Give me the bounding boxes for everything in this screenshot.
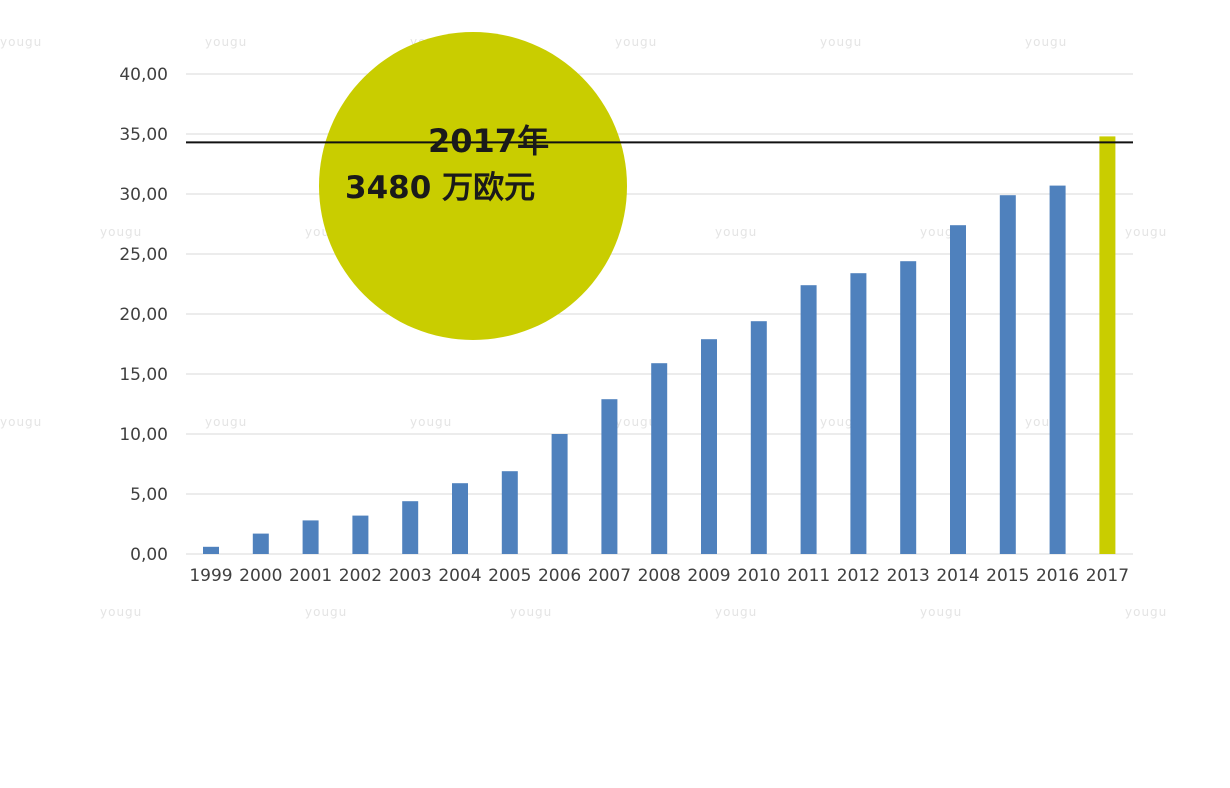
y-tick-label: 25,00: [119, 245, 168, 265]
watermark-text: yougu: [820, 35, 862, 49]
y-axis: 0,00 5,00 10,00 15,00 20,00 25,00 30,00 35,00 40…: [119, 65, 168, 565]
bar-2010: [750, 321, 767, 554]
y-tick-label: 40,00: [119, 65, 168, 85]
watermark-text: yougu: [615, 415, 657, 429]
x-tick-label: 2006: [538, 566, 581, 586]
y-tick-label: 35,00: [119, 125, 168, 145]
bar-2001: [302, 520, 319, 554]
bar-2009: [701, 339, 717, 554]
watermark-text: yougu: [0, 35, 42, 49]
watermark-text: yougu: [715, 225, 757, 239]
bar-2006: [551, 434, 568, 554]
watermark-text: yougu: [100, 225, 142, 239]
y-tick-label: 30,00: [119, 185, 168, 205]
bar-2014: [950, 225, 966, 554]
watermark-text: yougu: [305, 605, 347, 619]
bar-2000: [252, 533, 269, 554]
bar-2012: [850, 273, 867, 554]
watermark-text: yougu: [615, 35, 657, 49]
bar-2002: [352, 515, 369, 554]
x-tick-label: 2010: [737, 566, 780, 586]
x-tick-label: 2009: [687, 566, 730, 586]
watermark-text: yougu: [1025, 35, 1067, 49]
bar-2015: [999, 195, 1016, 554]
watermark-text: yougu: [100, 605, 142, 619]
bar-2013: [900, 261, 917, 554]
watermark-text: yougu: [920, 605, 962, 619]
watermark-text: yougu: [0, 415, 42, 429]
x-tick-label: 2015: [986, 566, 1029, 586]
callout-year: 2017年: [428, 122, 549, 160]
x-tick-label: 2016: [1036, 566, 1079, 586]
bar-2003: [402, 501, 419, 554]
x-tick-label: 2004: [438, 566, 481, 586]
watermark-text: yougu: [1125, 605, 1167, 619]
watermark-text: yougu: [715, 605, 757, 619]
bar-2011: [800, 285, 817, 554]
bar-2016: [1049, 185, 1066, 554]
x-tick-label: 2011: [787, 566, 830, 586]
x-tick-label: 2003: [389, 566, 432, 586]
y-tick-label: 15,00: [119, 365, 168, 385]
bar-2008: [651, 363, 668, 554]
y-tick-label: 20,00: [119, 305, 168, 325]
x-tick-label: 2017: [1086, 566, 1129, 586]
callout-circle: [319, 32, 627, 340]
x-axis: 1999 2000 2001 2002 2003 2004 2005 2006 2007 2008…: [189, 566, 1129, 586]
bar-2004: [452, 483, 468, 554]
x-tick-label: 2008: [638, 566, 681, 586]
x-tick-label: 2005: [488, 566, 531, 586]
watermark-text: yougu: [205, 415, 247, 429]
x-tick-label: 2013: [887, 566, 930, 586]
bar-2007: [601, 399, 618, 554]
x-tick-label: 2012: [837, 566, 880, 586]
callout-amount: 3480 万欧元: [345, 170, 535, 206]
bars: [203, 136, 1116, 554]
y-tick-label: 5,00: [130, 485, 168, 505]
x-tick-label: 2001: [289, 566, 332, 586]
x-tick-label: 2002: [339, 566, 382, 586]
watermark-text: yougu: [410, 415, 452, 429]
x-tick-label: 2000: [239, 566, 282, 586]
x-tick-label: 2014: [936, 566, 979, 586]
x-tick-label: 2007: [588, 566, 631, 586]
bar-2005: [501, 471, 518, 554]
y-tick-label: 0,00: [130, 545, 168, 565]
y-tick-label: 10,00: [119, 425, 168, 445]
x-tick-label: 1999: [189, 566, 232, 586]
bar-2017: [1099, 136, 1116, 554]
watermark-text: yougu: [1125, 225, 1167, 239]
bar-1999: [203, 546, 219, 554]
watermark-text: yougu: [510, 605, 552, 619]
watermark-text: yougu: [205, 35, 247, 49]
